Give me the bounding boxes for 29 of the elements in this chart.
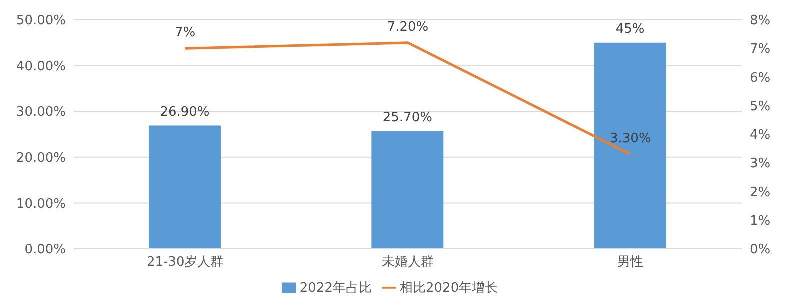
y2-tick-label: 8% [750, 14, 771, 29]
bar [149, 126, 221, 249]
x-tick-label: 未婚人群 [382, 255, 434, 270]
y-tick-label: 30.00% [16, 105, 66, 120]
y2-tick-label: 0% [750, 242, 771, 258]
y2-tick-label: 7% [750, 42, 771, 58]
data-label: 3.30% [610, 132, 652, 147]
y-tick-label: 0.00% [24, 242, 66, 258]
data-label: 45% [616, 22, 645, 37]
y2-tick-label: 4% [750, 128, 771, 144]
y-tick-label: 40.00% [16, 59, 66, 74]
bar [372, 131, 444, 249]
x-tick-label: 男性 [618, 255, 644, 270]
y2-tick-label: 1% [750, 214, 771, 229]
y2-tick-label: 6% [750, 70, 771, 86]
y2-tick-label: 2% [750, 185, 771, 200]
x-tick-label: 21-30岁人群 [146, 255, 224, 270]
legend-label: 2022年占比 [300, 281, 372, 296]
y-tick-label: 50.00% [16, 14, 66, 29]
y2-tick-label: 3% [750, 156, 771, 172]
y-tick-label: 10.00% [16, 196, 66, 212]
data-label: 7% [175, 26, 196, 41]
data-label: 25.70% [382, 110, 432, 126]
y-tick-label: 20.00% [16, 151, 66, 166]
legend-label: 相比2020年增长 [400, 281, 498, 296]
data-label: 26.90% [160, 104, 210, 120]
data-label: 7.20% [387, 20, 429, 35]
bar [594, 42, 666, 249]
y2-tick-label: 5% [750, 99, 771, 114]
